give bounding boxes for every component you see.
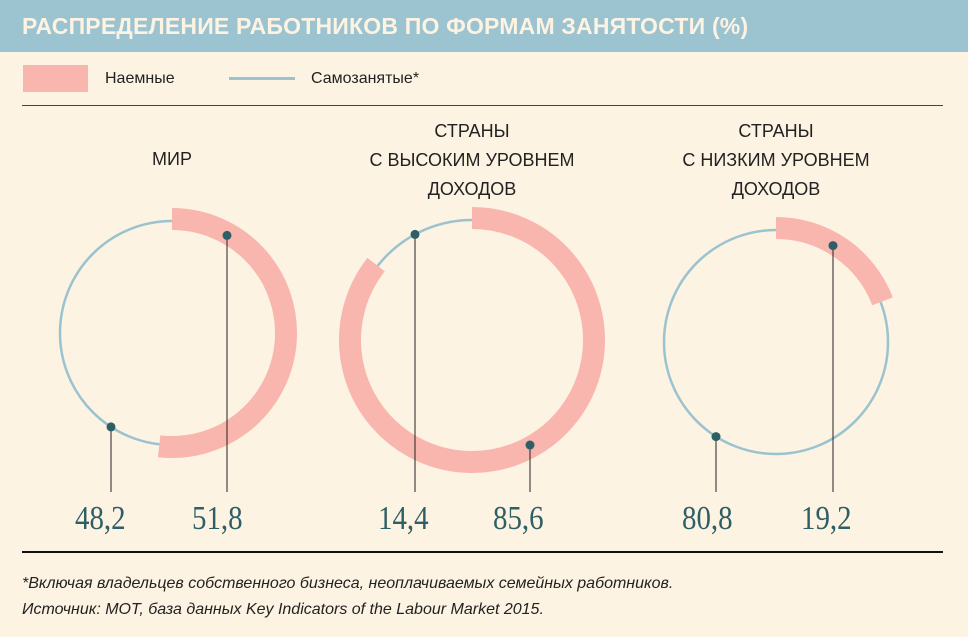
marker-dot-employed-high-income xyxy=(525,440,535,450)
donut-title-low-income: СТРАНЫ С НИЗКИМ УРОВНЕМ ДОХОДОВ xyxy=(682,121,870,199)
value-high-employed: 85,6 xyxy=(493,500,544,537)
donut-arc-employed-world xyxy=(157,208,297,458)
footnote: *Включая владельцев собственного бизнеса… xyxy=(22,575,674,592)
divider-bottom xyxy=(22,551,943,553)
marker-dot-self-employed-low-income xyxy=(711,432,721,442)
legend-label-employed: Наемные xyxy=(105,70,175,87)
source-note: Источник: МОТ, база данных Key Indicator… xyxy=(22,601,544,618)
value-world-self-employed: 48,2 xyxy=(75,500,126,537)
donut-title-world: МИР xyxy=(152,149,192,169)
legend-swatch-employed xyxy=(23,65,88,92)
value-low-employed: 19,2 xyxy=(801,500,852,537)
legend-label-self-employed: Самозанятые* xyxy=(311,70,420,87)
legend-swatch-self-employed xyxy=(229,77,295,80)
header-bar: РАСПРЕДЕЛЕНИЕ РАБОТНИКОВ ПО ФОРМАМ ЗАНЯТ… xyxy=(0,0,968,52)
donut-arc-employed-low-income xyxy=(775,217,893,306)
value-world-employed: 51,8 xyxy=(192,500,243,537)
donut-arc-employed-high-income xyxy=(339,207,605,473)
marker-dot-employed-world xyxy=(222,230,232,240)
chart-title: РАСПРЕДЕЛЕНИЕ РАБОТНИКОВ ПО ФОРМАМ ЗАНЯТ… xyxy=(22,13,749,39)
divider-top xyxy=(22,105,943,106)
value-high-self-employed: 14,4 xyxy=(378,500,429,537)
marker-dot-self-employed-high-income xyxy=(410,229,420,239)
donut-title-high-income: СТРАНЫ С ВЫСОКИМ УРОВНЕМ ДОХОДОВ xyxy=(369,121,575,199)
value-low-self-employed: 80,8 xyxy=(682,500,733,537)
marker-dot-self-employed-world xyxy=(106,422,116,432)
marker-dot-employed-low-income xyxy=(828,241,838,251)
